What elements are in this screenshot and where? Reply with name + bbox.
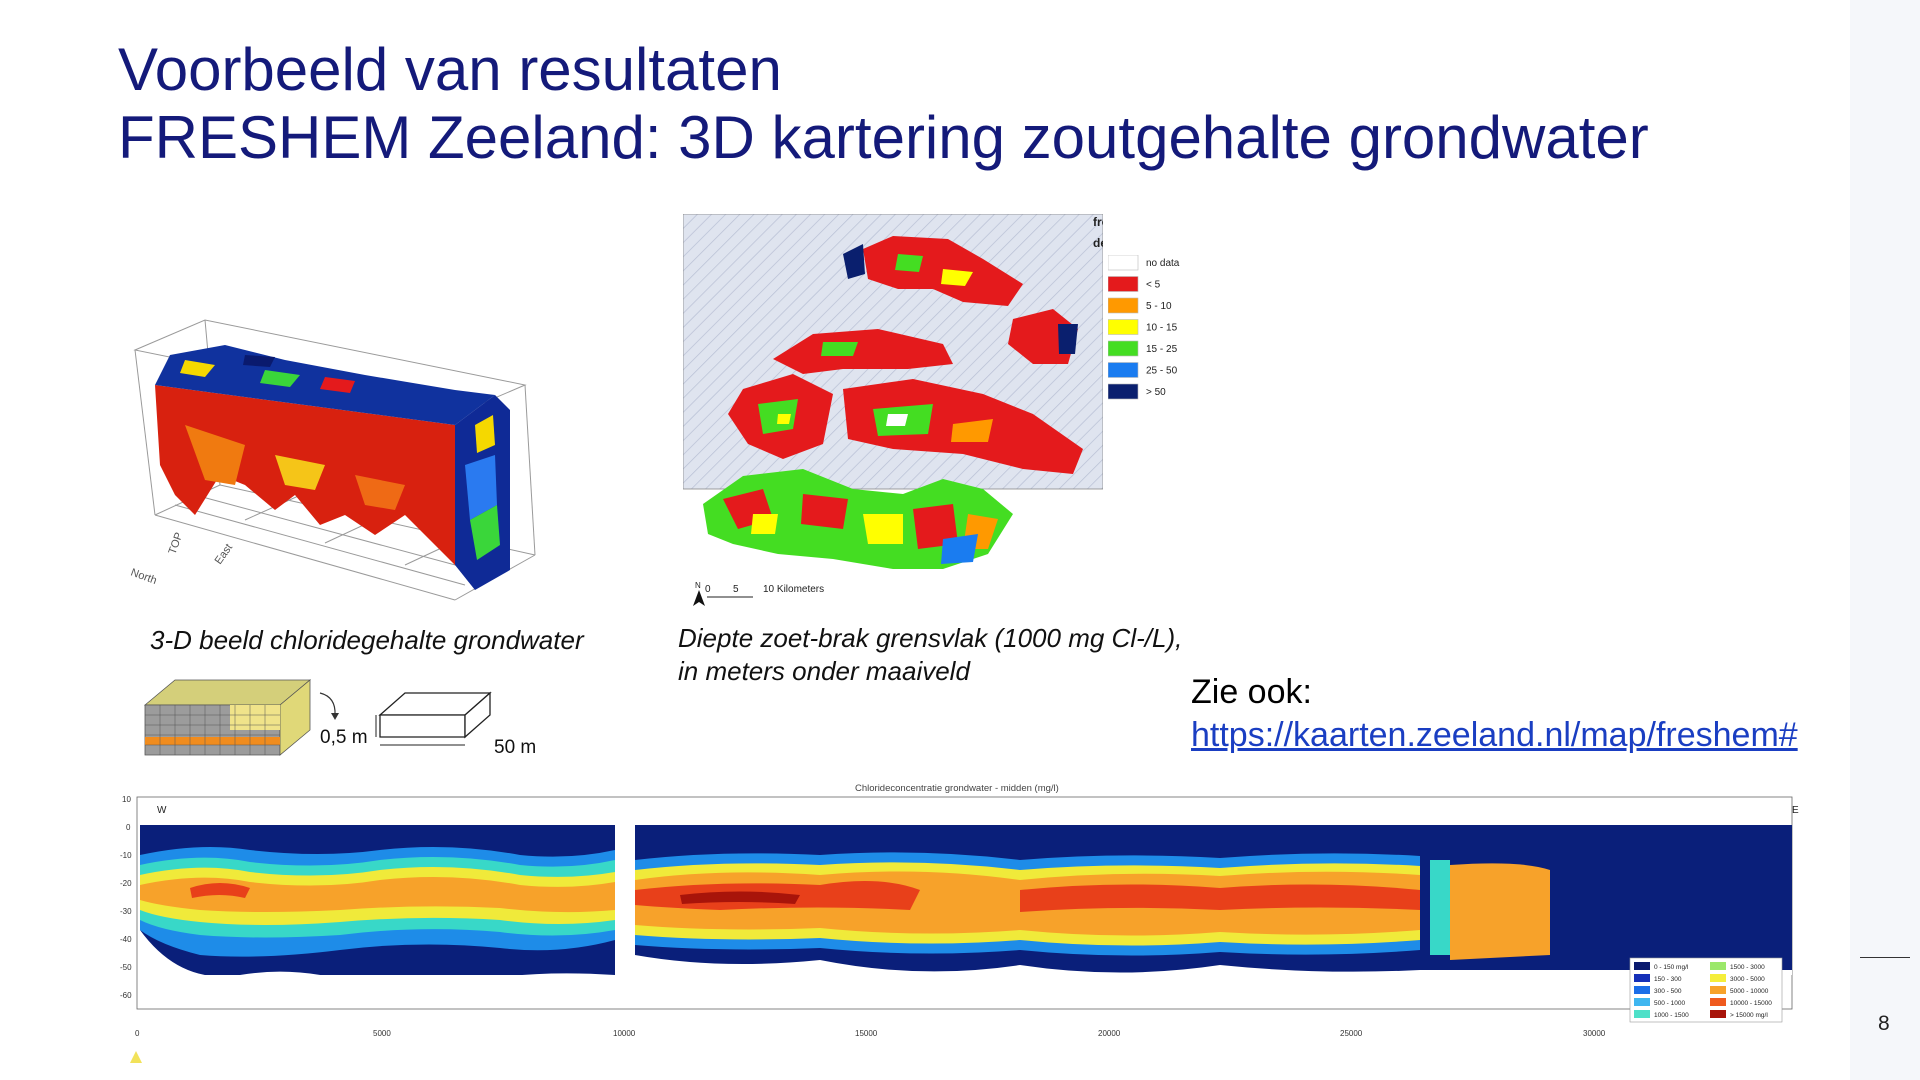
section-legend-swatch xyxy=(1634,962,1650,970)
map-legend-swatch xyxy=(1108,340,1139,357)
map-legend-swatch xyxy=(1108,297,1139,314)
map-legend-title-2: depth in m-surface xyxy=(1093,236,1103,250)
section-legend-swatch xyxy=(1634,998,1650,1006)
scale-label-0: 0 xyxy=(705,584,711,595)
voxel-depth-label: 0,5 m xyxy=(320,727,368,748)
section-legend: 0 - 150 mg/l 1500 - 3000 150 - 300 3000 - 5… xyxy=(1629,957,1783,1023)
y-tick: -60 xyxy=(120,991,132,1000)
axis-label-top: TOP xyxy=(167,531,186,556)
section-legend-swatch xyxy=(1634,1010,1650,1018)
zeeland-depth-map: fresh-brackish boundary depth in m-surfa… xyxy=(683,214,1103,606)
map-legend-title-1: fresh-brackish boundary xyxy=(1093,215,1103,229)
map-legend-label: < 5 xyxy=(1146,280,1161,291)
map-legend-swatch xyxy=(1108,383,1139,400)
side-panel xyxy=(1850,0,1920,1080)
map-legend-label: > 50 xyxy=(1146,387,1166,398)
section-left-panel xyxy=(140,825,615,989)
map-legend-swatch xyxy=(1108,319,1139,335)
section-legend-swatch xyxy=(1710,962,1726,970)
scale-label-5: 5 xyxy=(733,584,739,595)
x-tick: 30000 xyxy=(1583,1029,1606,1038)
slide-title: Voorbeeld van resultaten FRESHEM Zeeland… xyxy=(118,36,1649,172)
section-legend-label: 5000 - 10000 xyxy=(1730,988,1769,995)
section-right-panel xyxy=(635,825,1792,975)
y-tick: -50 xyxy=(120,963,132,972)
scale-label-10: 10 Kilometers xyxy=(763,584,824,595)
x-tick: 15000 xyxy=(855,1029,878,1038)
section-legend-label: 300 - 500 xyxy=(1654,988,1682,995)
section-legend-swatch xyxy=(1634,986,1650,994)
chloride-3d-block-image: TOP East North xyxy=(129,319,536,601)
section-legend-swatch xyxy=(1634,974,1650,982)
corner-triangle-icon xyxy=(130,1051,142,1063)
map-legend-label: 25 - 50 xyxy=(1146,366,1178,377)
east-label: E xyxy=(1792,805,1799,816)
section-title: Chlorideconcentratie grondwater - midden… xyxy=(855,783,1059,794)
y-tick: -10 xyxy=(120,851,132,860)
west-label: W xyxy=(157,805,167,816)
map-legend-swatch xyxy=(1108,276,1139,292)
section-legend-label: 1000 - 1500 xyxy=(1654,1012,1689,1019)
x-tick: 20000 xyxy=(1098,1029,1121,1038)
x-tick: 5000 xyxy=(373,1029,391,1038)
voxel-illustration: 0,5 m 50 m xyxy=(143,679,536,758)
title-line-2: FRESHEM Zeeland: 3D kartering zoutgehalt… xyxy=(118,104,1649,171)
section-legend-label: 150 - 300 xyxy=(1654,976,1682,983)
y-tick: 10 xyxy=(122,795,131,804)
map-caption-line-1: Diepte zoet-brak grensvlak (1000 mg Cl-/… xyxy=(678,623,1183,653)
y-tick: 0 xyxy=(126,823,131,832)
section-x-ticks: 0 5000 10000 15000 20000 25000 30000 xyxy=(135,1029,1606,1038)
chloride-cross-section: Chlorideconcentratie grondwater - midden… xyxy=(120,783,1799,1038)
voxel-width-label: 50 m xyxy=(494,737,536,758)
axis-label-east: East xyxy=(213,542,235,567)
map-legend-label: 15 - 25 xyxy=(1146,344,1178,355)
map-legend: no data < 5 5 - 10 10 - 15 15 - 25 25 - 50 > 5… xyxy=(1108,255,1180,400)
map-caption-line-2: in meters onder maaiveld xyxy=(678,656,970,686)
section-y-ticks: 10 0 -10 -20 -30 -40 -50 -60 xyxy=(120,795,132,1000)
freshem-map-link[interactable]: https://kaarten.zeeland.nl/map/freshem# xyxy=(1191,716,1798,754)
y-tick: -20 xyxy=(120,879,132,888)
map-legend-swatch xyxy=(1108,362,1139,378)
section-legend-label: 500 - 1000 xyxy=(1654,1000,1685,1007)
section-legend-swatch xyxy=(1710,998,1726,1006)
map-legend-label: 10 - 15 xyxy=(1146,323,1178,334)
map-legend-label: no data xyxy=(1146,258,1180,269)
slide: Voorbeeld van resultaten FRESHEM Zeeland… xyxy=(118,36,1799,1063)
north-label: N xyxy=(695,581,701,590)
section-legend-swatch xyxy=(1710,974,1726,982)
section-legend-label: 10000 - 15000 xyxy=(1730,1000,1772,1007)
see-also-label: Zie ook: xyxy=(1191,673,1312,711)
section-legend-swatch xyxy=(1710,986,1726,994)
map-legend-swatch xyxy=(1108,255,1139,271)
title-line-1: Voorbeeld van resultaten xyxy=(118,36,782,103)
section-legend-label: 3000 - 5000 xyxy=(1730,976,1765,983)
side-divider xyxy=(1860,957,1910,958)
section-legend-label: > 15000 mg/l xyxy=(1730,1012,1768,1019)
y-tick: -30 xyxy=(120,907,132,916)
map-legend-label: 5 - 10 xyxy=(1146,301,1172,312)
section-legend-label: 0 - 150 mg/l xyxy=(1654,964,1689,971)
section-legend-swatch xyxy=(1710,1010,1726,1018)
x-tick: 0 xyxy=(135,1029,140,1038)
x-tick: 10000 xyxy=(613,1029,636,1038)
section-legend-box xyxy=(1629,957,1783,1023)
axis-label-north: North xyxy=(129,567,158,587)
north-arrow-icon xyxy=(693,590,705,606)
page-number: 8 xyxy=(1878,1012,1890,1035)
x-tick: 25000 xyxy=(1340,1029,1363,1038)
y-tick: -40 xyxy=(120,935,132,944)
section-legend-label: 1500 - 3000 xyxy=(1730,964,1765,971)
block3d-caption: 3-D beeld chloridegehalte grondwater xyxy=(150,625,584,655)
